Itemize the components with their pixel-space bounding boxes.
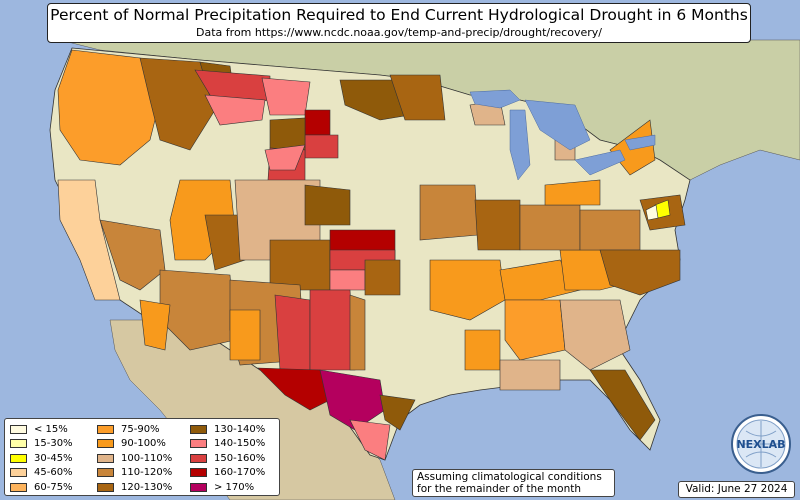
legend-column-3: 130-140% 140-150% 150-160% 160-170% > 17… (190, 422, 265, 495)
legend-swatch (10, 468, 27, 478)
legend-label: 120-130% (121, 481, 173, 493)
legend-item: 150-160% (190, 451, 265, 466)
legend-label: 100-110% (121, 452, 173, 464)
legend-swatch (97, 453, 114, 463)
legend-item: 130-140% (190, 422, 265, 437)
legend-label: 60-75% (34, 481, 73, 493)
legend-item: 45-60% (10, 466, 73, 481)
logo-text: NEXLAB (736, 438, 785, 451)
title-box: Percent of Normal Precipitation Required… (47, 3, 751, 43)
valid-date: Valid: June 27 2024 (678, 481, 795, 498)
legend-swatch (190, 468, 207, 478)
legend-label: 15-30% (34, 438, 73, 450)
legend-label: 90-100% (121, 438, 166, 450)
legend-swatch (97, 468, 114, 478)
legend-swatch (10, 482, 27, 492)
legend-label: 140-150% (214, 438, 266, 450)
legend-item: 75-90% (97, 422, 172, 437)
legend-swatch (10, 453, 27, 463)
legend-item: 110-120% (97, 466, 172, 481)
legend-item: 120-130% (97, 480, 172, 495)
great-lakes (469, 89, 656, 181)
legend-swatch (97, 439, 114, 449)
legend-swatch (10, 439, 27, 449)
legend-swatch (97, 482, 114, 492)
legend-swatch (10, 424, 27, 434)
legend-label: 30-45% (34, 452, 73, 464)
legend-column-1: < 15% 15-30% 30-45% 45-60% 60-75% (10, 422, 73, 495)
legend-label: 130-140% (214, 423, 266, 435)
legend-swatch (97, 424, 114, 434)
legend-item: 30-45% (10, 451, 73, 466)
legend-label: 110-120% (121, 467, 173, 479)
legend-swatch (190, 424, 207, 434)
legend-label: 150-160% (214, 452, 266, 464)
legend-label: 160-170% (214, 467, 266, 479)
assumption-note: Assuming climatological conditions for t… (412, 469, 615, 497)
legend-swatch (190, 482, 207, 492)
legend-item: 140-150% (190, 437, 265, 452)
legend-item: 15-30% (10, 437, 73, 452)
legend-label: 75-90% (121, 423, 160, 435)
drought-regions (57, 49, 686, 461)
legend-swatch (190, 439, 207, 449)
legend-label: < 15% (34, 423, 68, 435)
legend-item: > 170% (190, 480, 265, 495)
note-line-2: for the remainder of the month (417, 483, 582, 495)
legend-swatch (190, 453, 207, 463)
page-title: Percent of Normal Precipitation Required… (50, 6, 748, 24)
legend-item: < 15% (10, 422, 73, 437)
legend-label: 45-60% (34, 467, 73, 479)
legend-item: 160-170% (190, 466, 265, 481)
note-line-1: Assuming climatological conditions (417, 471, 602, 483)
page-subtitle: Data from https://www.ncdc.noaa.gov/temp… (196, 26, 602, 39)
legend-label: > 170% (214, 481, 255, 493)
legend: < 15% 15-30% 30-45% 45-60% 60-75% 75-90%… (4, 418, 280, 496)
legend-item: 100-110% (97, 451, 172, 466)
legend-column-2: 75-90% 90-100% 100-110% 110-120% 120-130… (97, 422, 172, 495)
nexlab-logo: NEXLAB (731, 414, 791, 474)
legend-item: 60-75% (10, 480, 73, 495)
legend-item: 90-100% (97, 437, 172, 452)
